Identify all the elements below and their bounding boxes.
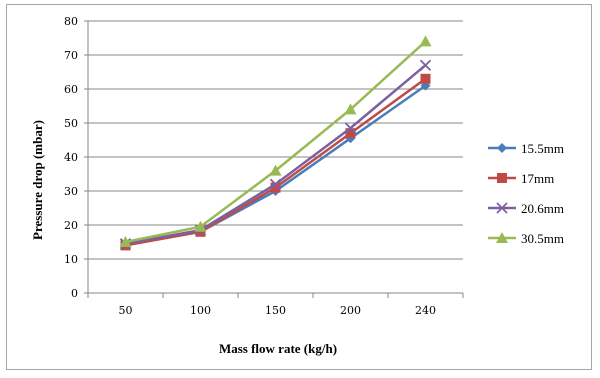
data-point xyxy=(194,220,207,232)
legend-item: 17mm xyxy=(488,171,554,186)
legend-marker xyxy=(497,173,507,183)
x-tick-label: 100 xyxy=(190,304,211,317)
x-tick-label: 150 xyxy=(265,304,286,317)
y-tick-label: 70 xyxy=(64,49,78,62)
data-point xyxy=(419,59,432,71)
legend-marker xyxy=(497,143,507,153)
x-tick-labels: 50 100 150 200 240 xyxy=(119,304,437,317)
y-tick-label: 50 xyxy=(64,117,78,130)
legend-marker xyxy=(496,232,508,243)
data-point xyxy=(344,103,357,115)
series-line xyxy=(125,40,427,244)
y-tick-labels: 0 10 20 30 40 50 60 70 80 xyxy=(64,15,78,300)
data-point xyxy=(195,226,206,237)
legend-label: 15.5mm xyxy=(521,141,564,156)
data-point xyxy=(270,182,281,193)
y-tick-label: 10 xyxy=(64,253,78,266)
series-2 xyxy=(119,59,432,250)
legend-item: 15.5mm xyxy=(488,141,564,156)
legend-marker xyxy=(496,202,508,214)
gridlines xyxy=(88,20,463,260)
y-axis-title: Pressure drop (mbar) xyxy=(30,120,45,240)
series-3 xyxy=(119,35,432,247)
legend-label: 20.6mm xyxy=(521,201,564,216)
axes xyxy=(84,20,464,298)
data-point xyxy=(269,178,282,190)
y-tick-label: 30 xyxy=(64,185,78,198)
data-point xyxy=(269,164,282,176)
y-tick-label: 80 xyxy=(64,15,78,28)
y-tick-label: 0 xyxy=(71,287,78,300)
data-point xyxy=(419,35,432,47)
data-point xyxy=(345,128,356,139)
x-tick-label: 50 xyxy=(119,304,133,317)
y-tick-label: 60 xyxy=(64,83,78,96)
chart-frame xyxy=(6,4,592,370)
series-line xyxy=(125,64,427,245)
legend-label: 17mm xyxy=(521,171,554,186)
x-axis-title: Mass flow rate (kg/h) xyxy=(219,341,337,356)
data-point xyxy=(420,73,431,84)
legend-label: 30.5mm xyxy=(521,231,564,246)
legend-item: 20.6mm xyxy=(488,201,564,216)
x-tick-label: 200 xyxy=(340,304,361,317)
legend-item: 30.5mm xyxy=(488,231,564,246)
y-tick-label: 20 xyxy=(64,219,78,232)
series-lines xyxy=(119,35,432,251)
x-tick-label: 240 xyxy=(415,304,436,317)
data-point xyxy=(344,122,357,134)
y-tick-label: 40 xyxy=(64,151,78,164)
legend: 15.5mm 17mm 20.6mm 30.5mm xyxy=(488,141,564,246)
data-point xyxy=(119,236,132,247)
